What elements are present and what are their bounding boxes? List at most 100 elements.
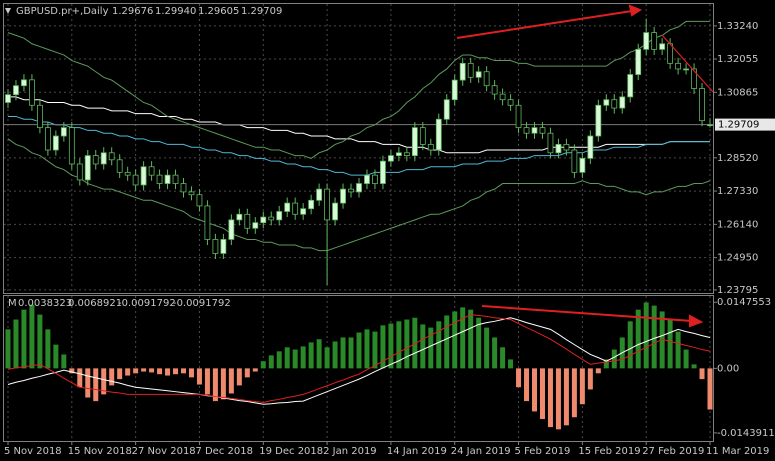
candle-body bbox=[635, 48, 642, 75]
candle-body bbox=[411, 127, 418, 156]
candle-body bbox=[252, 222, 259, 229]
candle-body bbox=[467, 62, 474, 78]
histogram-bar bbox=[516, 368, 522, 388]
histogram-bar bbox=[460, 307, 466, 369]
histogram-bar bbox=[691, 364, 697, 369]
histogram-bar bbox=[77, 368, 83, 388]
candle-body bbox=[699, 88, 705, 122]
candle-body bbox=[563, 144, 570, 151]
histogram-bar bbox=[308, 342, 314, 369]
candle-body bbox=[443, 99, 450, 120]
candle-body bbox=[491, 85, 498, 95]
x-tick-label: 19 Dec 2018 bbox=[259, 446, 323, 457]
histogram-bar bbox=[45, 329, 51, 369]
histogram-bar bbox=[228, 368, 234, 394]
histogram-bar bbox=[212, 368, 218, 402]
candle-body bbox=[60, 127, 67, 137]
histogram-bar bbox=[141, 368, 147, 372]
histogram-bar bbox=[643, 302, 649, 369]
price-title: GBPUSD.pr+,Daily bbox=[16, 6, 109, 17]
candle-body bbox=[21, 79, 27, 87]
trend-arrow bbox=[481, 305, 693, 322]
x-tick-label: 2 Jan 2019 bbox=[323, 446, 377, 457]
candle-body bbox=[356, 183, 362, 193]
histogram-bar bbox=[404, 319, 410, 369]
histogram-bar bbox=[284, 347, 290, 369]
candle-body bbox=[603, 99, 610, 106]
histogram-bar bbox=[117, 368, 123, 380]
indicator-panel bbox=[3, 295, 714, 442]
candle-body bbox=[316, 188, 323, 201]
histogram-bar bbox=[188, 368, 194, 378]
candle-body bbox=[124, 171, 131, 176]
histogram-bar bbox=[412, 317, 418, 369]
histogram-bar bbox=[109, 368, 115, 386]
x-tick-label: 15 Feb 2019 bbox=[578, 446, 640, 457]
candle-body bbox=[196, 194, 203, 207]
candle-body bbox=[68, 127, 75, 165]
histogram-bar bbox=[611, 349, 617, 369]
annotations bbox=[456, 4, 714, 328]
histogram-bar bbox=[595, 368, 601, 374]
y-tick-label: 1.26140 bbox=[717, 219, 758, 230]
candle-body bbox=[459, 62, 466, 81]
x-tick-label: 14 Jan 2019 bbox=[387, 446, 447, 457]
histogram-bar bbox=[260, 361, 266, 369]
candle-body bbox=[595, 104, 602, 137]
histogram-bar bbox=[220, 368, 226, 400]
histogram-bar bbox=[635, 309, 641, 369]
histogram-bar bbox=[157, 368, 163, 375]
histogram-bar bbox=[707, 368, 713, 410]
x-tick-label: 24 Jan 2019 bbox=[451, 446, 511, 457]
indicator-line bbox=[7, 314, 711, 403]
histogram-bar bbox=[53, 344, 59, 369]
histogram-bar bbox=[29, 304, 35, 369]
candle-body bbox=[659, 43, 666, 50]
candle-body bbox=[300, 208, 307, 215]
histogram-bar bbox=[571, 368, 577, 418]
histogram-bar bbox=[196, 368, 202, 385]
ohlc-low: 1.29605 bbox=[198, 6, 239, 17]
candle-body bbox=[587, 135, 594, 159]
histogram-bar bbox=[236, 368, 242, 386]
candle-body bbox=[675, 62, 682, 70]
candle-body bbox=[92, 155, 99, 165]
histogram-bar bbox=[348, 337, 354, 369]
histogram-bar bbox=[13, 319, 19, 369]
candle-body bbox=[651, 32, 658, 50]
candle-body bbox=[683, 68, 689, 71]
histogram-bar bbox=[204, 368, 210, 395]
y-tick-label: 1.30865 bbox=[717, 87, 758, 98]
ohlc-close: 1.29709 bbox=[241, 6, 282, 17]
y-tick-label: 1.28520 bbox=[717, 153, 758, 164]
histogram-bar bbox=[85, 368, 91, 398]
candle-body bbox=[707, 124, 713, 126]
plot-layer: 1.33240 1.32055 1.30865 1.28520 1.27330 1.261… bbox=[4, 4, 775, 457]
candle-body bbox=[388, 155, 394, 162]
histogram-bar bbox=[165, 368, 171, 376]
histogram-bar bbox=[356, 332, 362, 369]
x-tick-label: 5 Feb 2019 bbox=[515, 446, 571, 457]
candle-body bbox=[204, 205, 211, 240]
candle-body bbox=[180, 183, 187, 193]
candle-body bbox=[164, 174, 171, 184]
histogram-bar bbox=[388, 323, 394, 369]
price-panel bbox=[3, 3, 714, 294]
candle-body bbox=[419, 127, 426, 145]
candle-body bbox=[116, 159, 123, 173]
histogram-bar bbox=[468, 309, 474, 369]
histogram-bar bbox=[683, 349, 689, 369]
histogram-bar bbox=[500, 347, 506, 369]
x-tick-label: 7 Dec 2018 bbox=[195, 446, 253, 457]
candle-body bbox=[108, 152, 115, 161]
candle-body bbox=[29, 79, 35, 106]
y-tick-label: 1.32055 bbox=[717, 54, 758, 65]
indicator-value: -0.0091792 bbox=[118, 298, 176, 309]
histogram-bar bbox=[476, 317, 482, 369]
candle-body bbox=[228, 219, 235, 240]
histogram-bar bbox=[667, 319, 673, 369]
price-tag bbox=[715, 118, 775, 131]
candle-body bbox=[148, 166, 155, 176]
candle-body bbox=[451, 79, 458, 101]
histogram-bar bbox=[244, 368, 250, 378]
